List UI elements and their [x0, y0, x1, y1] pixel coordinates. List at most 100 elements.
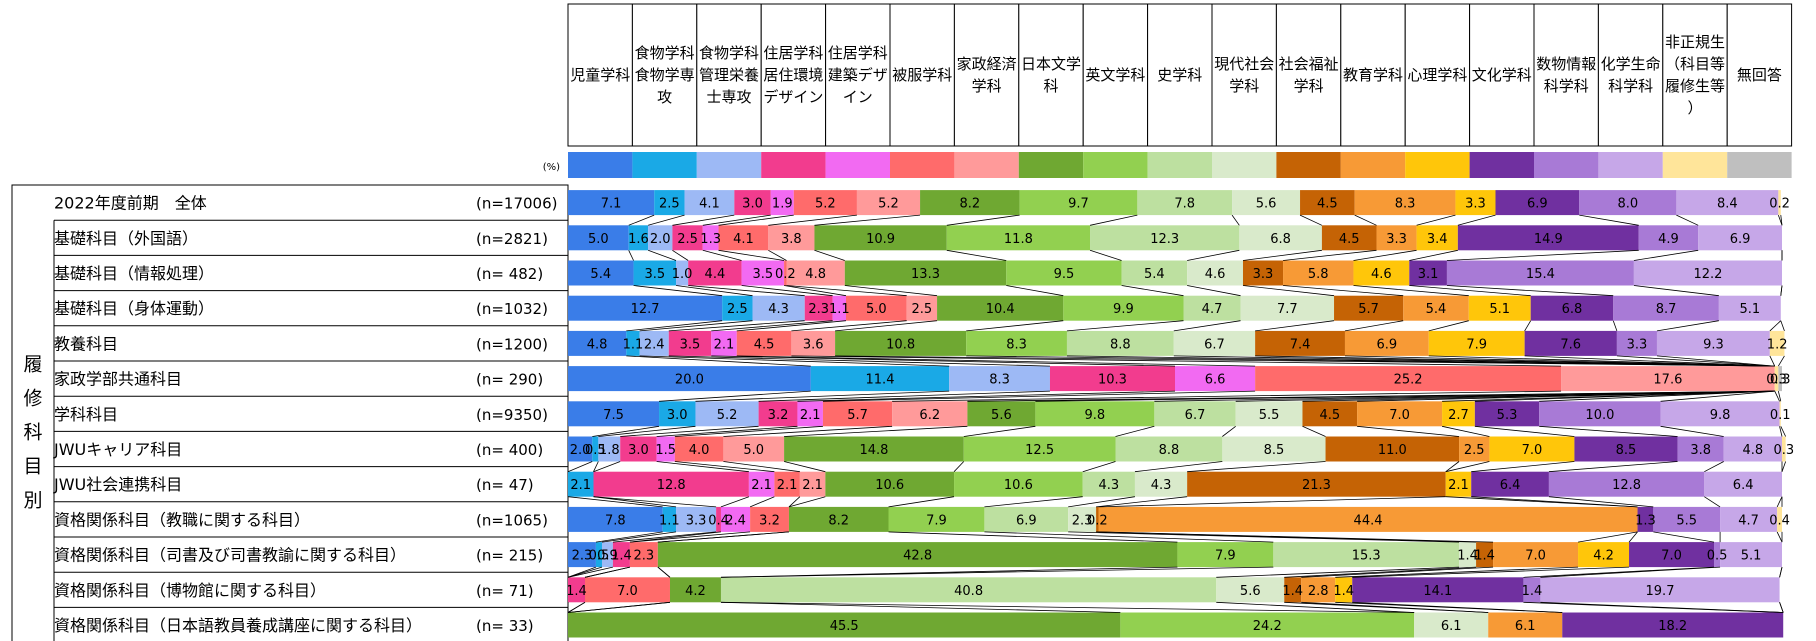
- connector-line: [1471, 497, 1637, 507]
- connector-line: [1781, 286, 1782, 296]
- row-label: 資格関係科目（日本語教員養成講座に関する科目）: [54, 616, 422, 635]
- data-label: 4.2: [1593, 549, 1614, 564]
- data-label: 5.2: [815, 197, 836, 212]
- data-label: 2.5: [1464, 443, 1485, 458]
- data-label: 3.0: [742, 197, 763, 212]
- connector-line: [1540, 602, 1783, 612]
- data-label: 5.8: [1308, 267, 1329, 282]
- connector-line: [1068, 497, 1135, 507]
- data-label: 2.1: [714, 337, 735, 352]
- data-label: 6.9: [1376, 337, 1397, 352]
- data-label: 3.3: [1465, 197, 1486, 212]
- connector-line: [1657, 321, 1719, 331]
- data-label: 8.7: [1656, 302, 1677, 317]
- data-label: 0.2: [1087, 513, 1108, 528]
- data-label: 3.2: [768, 408, 789, 423]
- connector-line: [966, 321, 1063, 331]
- connector-line: [1540, 567, 1720, 577]
- column-header-cell: [1212, 4, 1276, 146]
- group-label-char: 別: [23, 489, 42, 511]
- data-label: 2.5: [659, 197, 680, 212]
- data-label: 5.1: [1489, 302, 1510, 317]
- connector-line: [1006, 286, 1063, 296]
- data-label: 2.3: [808, 302, 829, 317]
- connector-line: [947, 250, 1006, 260]
- column-header-label: 文化学科: [1472, 66, 1532, 84]
- data-label: 2.1: [1448, 478, 1469, 493]
- data-label: 5.1: [1739, 302, 1760, 317]
- connector-line: [1417, 215, 1456, 225]
- row-n-count: (n= 290): [476, 371, 543, 389]
- data-label: 1.4: [1333, 584, 1354, 599]
- data-label: 0.1: [1770, 408, 1791, 423]
- data-label: 12.8: [657, 478, 686, 493]
- connector-line: [1704, 462, 1723, 472]
- data-label: 0.3: [1773, 443, 1794, 458]
- data-label: 10.8: [886, 337, 915, 352]
- data-label: 21.3: [1302, 478, 1331, 493]
- connector-line: [626, 321, 722, 331]
- data-label: 7.8: [1174, 197, 1195, 212]
- data-label: 1.0: [672, 267, 693, 282]
- connector-line: [1458, 215, 1496, 225]
- data-label: 11.8: [1004, 232, 1033, 247]
- data-label: 5.4: [1144, 267, 1165, 282]
- connector-line: [1353, 286, 1468, 296]
- row-label: JWUキャリア科目: [53, 440, 182, 459]
- data-label: 12.7: [631, 302, 660, 317]
- legend-swatch: [1405, 152, 1469, 178]
- row-n-count: (n=1200): [476, 335, 548, 353]
- data-label: 8.3: [1006, 337, 1027, 352]
- data-label: 8.4: [1717, 197, 1738, 212]
- data-label: 8.2: [828, 513, 849, 528]
- legend-swatch: [761, 152, 825, 178]
- connector-line: [1579, 215, 1638, 225]
- data-label: 1.8: [599, 443, 620, 458]
- connector-line: [703, 215, 771, 225]
- data-label: 4.3: [1151, 478, 1172, 493]
- data-label: 4.5: [1317, 197, 1338, 212]
- row-label: 基礎科目（情報処理）: [54, 264, 214, 283]
- data-label: 3.3: [1386, 232, 1407, 247]
- data-label: 6.9: [1016, 513, 1037, 528]
- data-label: 7.5: [603, 408, 624, 423]
- connector-line: [568, 602, 670, 612]
- legend-swatch: [568, 152, 632, 178]
- data-label: 4.1: [699, 197, 720, 212]
- connector-line: [737, 321, 846, 331]
- data-label: 6.7: [1204, 337, 1225, 352]
- row-n-count: (n= 47): [476, 476, 534, 494]
- connector-line: [1777, 532, 1782, 542]
- data-label: 12.8: [1612, 478, 1641, 493]
- row-label: 家政学部共通科目: [54, 370, 182, 389]
- data-label: 2.4: [644, 337, 665, 352]
- data-label: 2.3: [634, 549, 655, 564]
- data-label: 6.7: [1185, 408, 1206, 423]
- data-label: 4.8: [1743, 443, 1764, 458]
- row-n-count: (n=1032): [476, 300, 548, 318]
- connector-line: [888, 497, 954, 507]
- data-label: 14.1: [1423, 584, 1452, 599]
- connector-line: [1549, 462, 1678, 472]
- column-header-cell: [1598, 4, 1662, 146]
- data-label: 1.1: [659, 513, 680, 528]
- data-label: 2.1: [802, 478, 823, 493]
- data-label: 5.0: [866, 302, 887, 317]
- connector-line: [1300, 215, 1322, 225]
- data-label: 3.3: [686, 513, 707, 528]
- column-header-label: 住居学科居住環境デザイン: [763, 44, 823, 106]
- connector-line: [1090, 250, 1122, 260]
- column-header-cell: [1276, 4, 1340, 146]
- data-label: 9.8: [1710, 408, 1731, 423]
- connector-line: [676, 286, 752, 296]
- data-label: 4.7: [1738, 513, 1759, 528]
- connector-line: [1523, 567, 1714, 577]
- connector-line: [1222, 426, 1235, 436]
- data-label: 2.8: [1308, 584, 1329, 599]
- connector-line: [593, 497, 676, 507]
- legend-swatch: [1534, 152, 1598, 178]
- connector-line: [1187, 286, 1240, 296]
- group-label-char: 修: [23, 387, 42, 409]
- data-label: 7.0: [1525, 549, 1546, 564]
